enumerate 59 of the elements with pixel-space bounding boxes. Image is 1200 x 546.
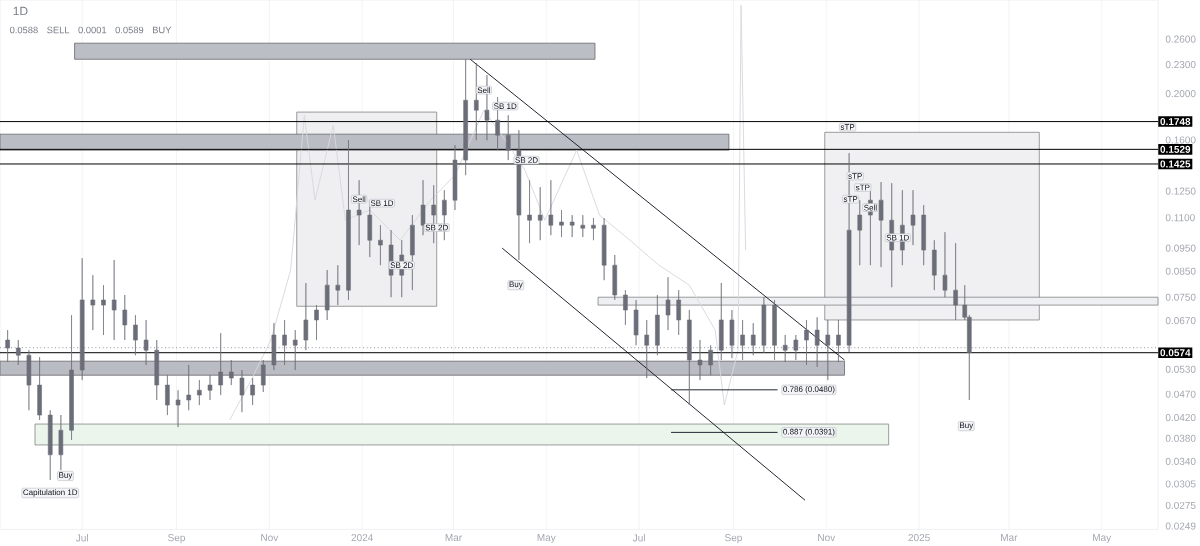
x-tick-label: 2024 <box>351 534 373 542</box>
annotation: sTP <box>843 196 858 202</box>
y-tick-label: 0.0850 <box>1165 267 1196 275</box>
annotation: Sell <box>352 196 366 203</box>
annotation: Sell <box>864 204 877 211</box>
annotation: SB 1D <box>370 200 394 206</box>
x-tick-label: May <box>1093 534 1112 544</box>
annotation: SB 1D <box>494 103 517 109</box>
x-tick-label: Jul <box>75 534 88 542</box>
annotation: BUY <box>152 26 172 34</box>
y-tick-label: 0.2600 <box>1165 35 1196 43</box>
ref-line-label: 0.1425 <box>1160 160 1191 168</box>
y-tick-label: 0.0420 <box>1165 413 1196 422</box>
y-tick-label: 0.0340 <box>1165 457 1196 465</box>
annotation: SB 2D <box>390 262 413 269</box>
chart-title: 1D <box>13 6 28 16</box>
x-tick-label: May <box>537 534 556 544</box>
x-tick-label: Nov <box>818 534 836 542</box>
y-tick-label: 0.1100 <box>1165 214 1195 222</box>
y-tick-label: 0.0470 <box>1165 390 1196 398</box>
y-tick-label: 0.0670 <box>1165 317 1196 325</box>
annotation: sTP <box>848 173 862 179</box>
annotation: 0.0001 <box>78 26 107 34</box>
y-tick-label: 0.0249 <box>1165 522 1196 530</box>
annotation: 0.786 (0.0480) <box>783 386 835 394</box>
x-tick-label: Sep <box>725 534 742 544</box>
x-tick-label: Nov <box>261 534 279 542</box>
y-tick-label: 0.1600 <box>1165 136 1196 144</box>
y-tick-label: 0.1250 <box>1165 187 1196 195</box>
annotation: SB 2D <box>515 157 538 163</box>
annotation: Buy <box>509 281 523 289</box>
x-tick-label: Mar <box>445 534 462 542</box>
x-tick-label: Sep <box>168 534 186 544</box>
ref-line-label: 0.1529 <box>1160 145 1191 153</box>
y-tick-label: 0.2300 <box>1165 61 1196 69</box>
annotation: 0.0589 <box>115 26 144 34</box>
y-tick-label: 0.0275 <box>1165 501 1196 509</box>
annotation: SELL <box>47 26 70 34</box>
ref-line-label: 0.0574 <box>1160 349 1191 357</box>
annotation: Sell <box>477 87 491 94</box>
annotation: Capitulation 1D <box>23 489 78 497</box>
y-tick-label: 0.0750 <box>1165 293 1196 301</box>
annotation: Buy <box>960 422 974 430</box>
x-tick-label: 2025 <box>908 534 930 542</box>
annotation: sTP <box>840 124 855 130</box>
annotation: 0.0588 <box>9 26 38 34</box>
x-tick-label: Mar <box>1001 534 1018 542</box>
annotation: SB 1D <box>886 234 909 241</box>
y-tick-label: 0.2000 <box>1165 90 1196 98</box>
y-tick-label: 0.0530 <box>1165 365 1196 373</box>
y-tick-label: 0.0305 <box>1165 480 1196 488</box>
y-tick-label: 0.0950 <box>1165 244 1196 252</box>
y-tick-label: 0.0380 <box>1165 434 1196 442</box>
annotation: 0.887 (0.0391) <box>783 428 835 437</box>
annotation: sTP <box>855 184 870 191</box>
ref-line-label: 0.1748 <box>1160 118 1191 126</box>
x-tick-label: Jul <box>632 534 645 542</box>
annotation: SB 2D <box>425 224 448 231</box>
annotation: Buy <box>59 472 73 480</box>
